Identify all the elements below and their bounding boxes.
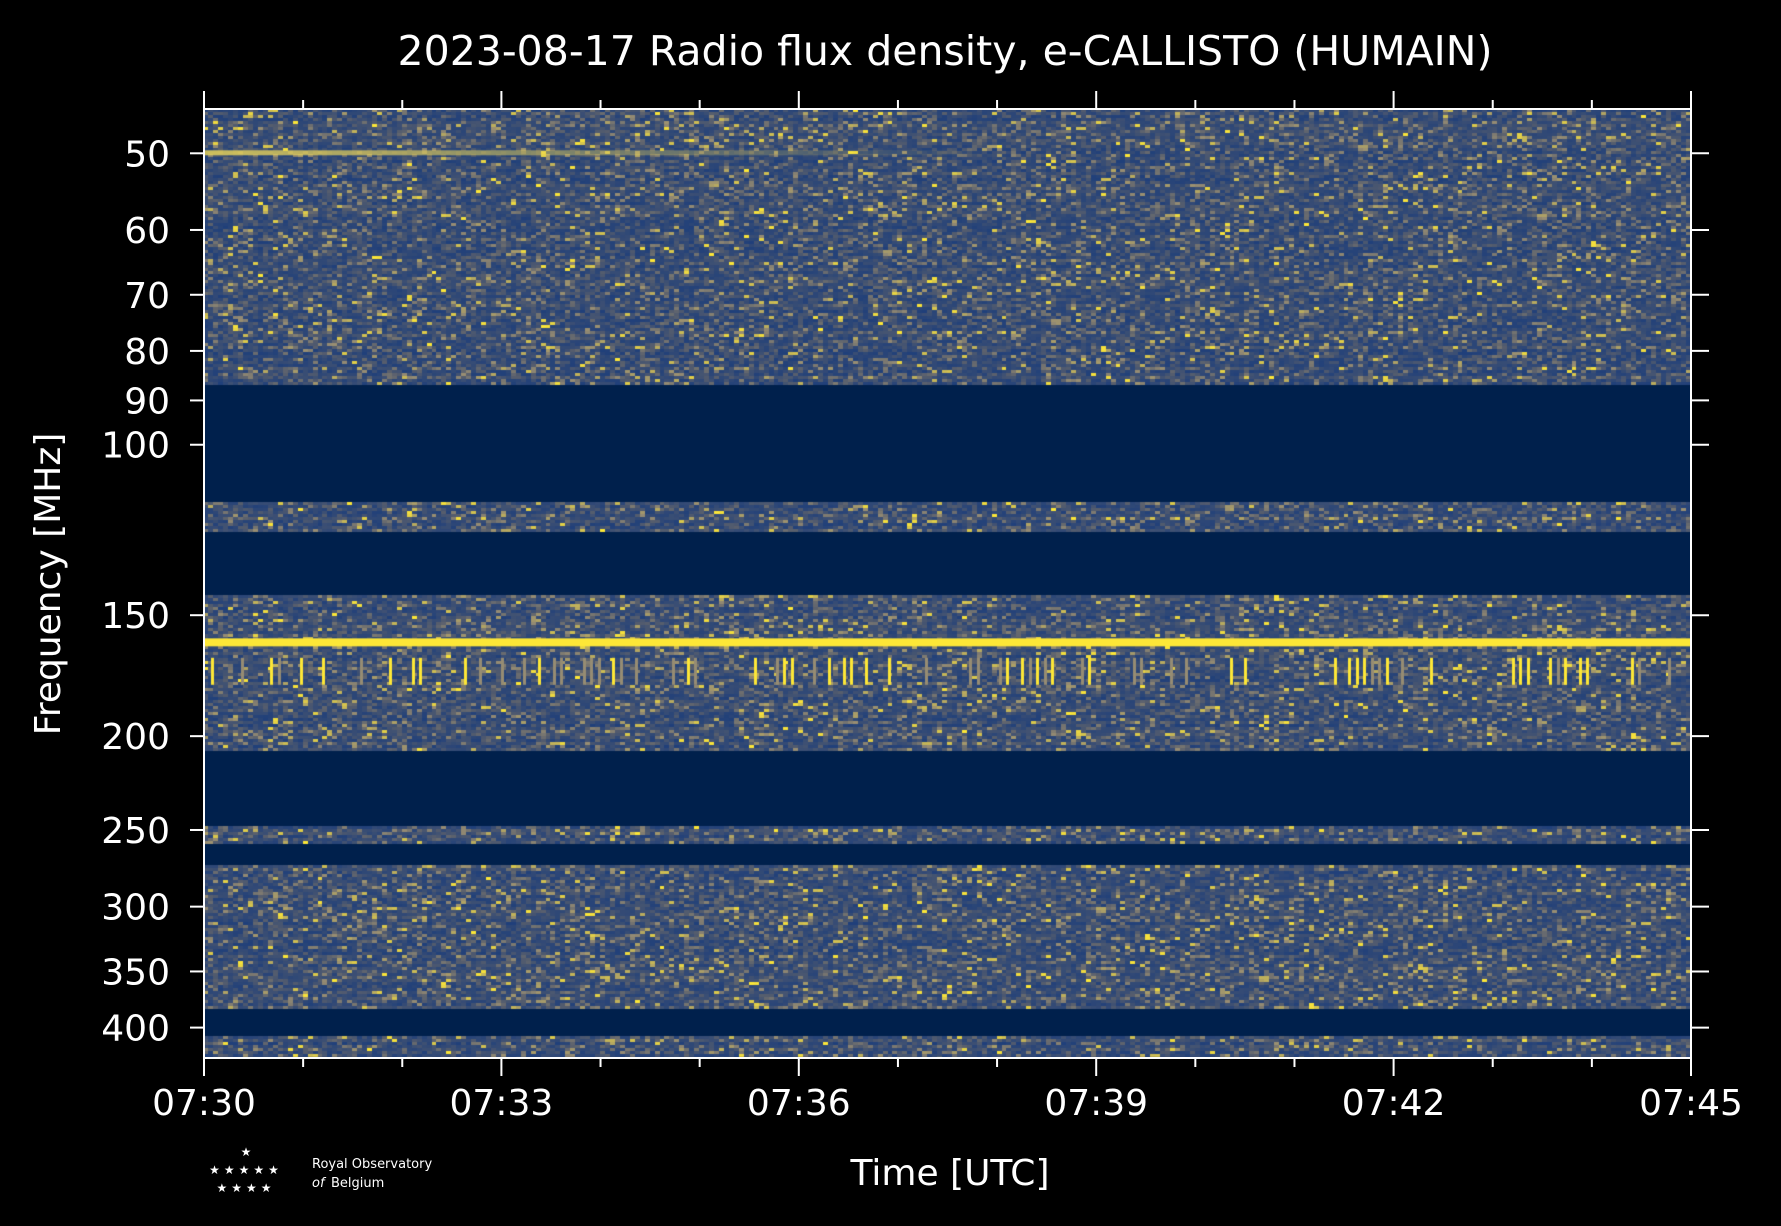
y-tick-label: 300 xyxy=(101,888,170,929)
x-tick-label: 07:36 xyxy=(747,1083,851,1124)
svg-text:★★★★: ★★★★ xyxy=(216,1181,275,1195)
logo-name-line2-prefix: of xyxy=(312,1176,327,1191)
x-tick-label: 07:39 xyxy=(1044,1083,1148,1124)
logo-name-line1: Royal Observatory xyxy=(312,1157,432,1172)
spectrogram-image xyxy=(204,109,1691,1058)
y-tick-label: 400 xyxy=(101,1009,170,1050)
svg-text:★: ★ xyxy=(241,1145,252,1159)
stars-icon: ★ ★★★★★ ★★★★ xyxy=(209,1145,283,1195)
x-tick-label: 07:30 xyxy=(152,1083,256,1124)
y-tick-label: 90 xyxy=(124,381,170,422)
x-axis-label: Time [UTC] xyxy=(849,1153,1049,1194)
royal-observatory-logo: ★ ★★★★★ ★★★★ Royal Observatory of Belgiu… xyxy=(209,1145,432,1195)
y-tick-label: 150 xyxy=(101,596,170,637)
y-tick-label: 50 xyxy=(124,134,170,175)
x-tick-label: 07:33 xyxy=(450,1083,554,1124)
y-axis-label: Frequency [MHz] xyxy=(28,433,69,736)
y-tick-label: 350 xyxy=(101,952,170,993)
x-tick-label: 07:45 xyxy=(1639,1083,1743,1124)
y-tick-label: 80 xyxy=(124,332,170,373)
x-tick-label: 07:42 xyxy=(1342,1083,1446,1124)
y-tick-label: 250 xyxy=(101,811,170,852)
axes: 07:30 07:33 07:36 07:39 07:42 07:45 50 60 70 80 90… xyxy=(101,91,1743,1124)
y-tick-label: 60 xyxy=(124,211,170,252)
logo-name-line2: Belgium xyxy=(331,1176,384,1191)
spectrogram-heatmap xyxy=(204,109,1691,1058)
plot-frame xyxy=(203,108,1692,1059)
y-tick-label: 200 xyxy=(101,717,170,758)
chart-title: 2023-08-17 Radio flux density, e-CALLIST… xyxy=(398,27,1493,75)
y-tick-label: 100 xyxy=(101,426,170,467)
y-tick-label: 70 xyxy=(124,276,170,317)
svg-text:★★★★★: ★★★★★ xyxy=(209,1163,283,1177)
